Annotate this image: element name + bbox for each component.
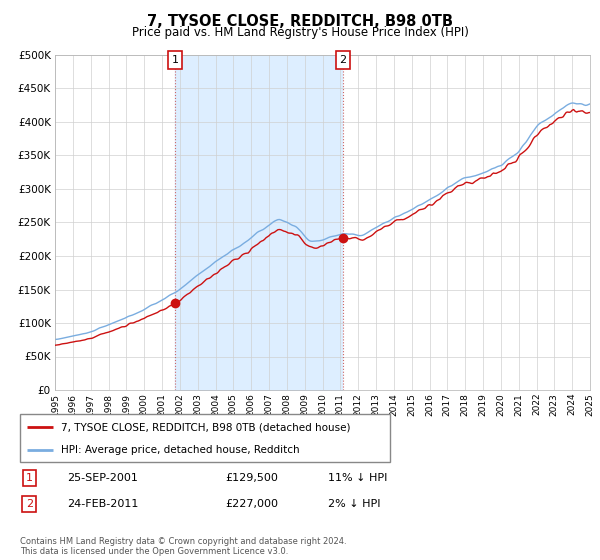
Text: 1: 1 [26,473,33,483]
FancyBboxPatch shape [20,414,390,462]
Text: 7, TYSOE CLOSE, REDDITCH, B98 0TB (detached house): 7, TYSOE CLOSE, REDDITCH, B98 0TB (detac… [61,422,350,432]
Text: 2% ↓ HPI: 2% ↓ HPI [328,499,380,509]
Text: £227,000: £227,000 [226,499,278,509]
Text: 7, TYSOE CLOSE, REDDITCH, B98 0TB: 7, TYSOE CLOSE, REDDITCH, B98 0TB [147,14,453,29]
Text: HPI: Average price, detached house, Redditch: HPI: Average price, detached house, Redd… [61,445,299,455]
Text: 24-FEB-2011: 24-FEB-2011 [67,499,138,509]
Text: 2: 2 [340,55,347,65]
Text: 25-SEP-2001: 25-SEP-2001 [67,473,137,483]
Text: Price paid vs. HM Land Registry's House Price Index (HPI): Price paid vs. HM Land Registry's House … [131,26,469,39]
Text: 11% ↓ HPI: 11% ↓ HPI [328,473,388,483]
Text: Contains HM Land Registry data © Crown copyright and database right 2024.
This d: Contains HM Land Registry data © Crown c… [20,536,347,556]
Text: 2: 2 [26,499,33,509]
Text: 1: 1 [172,55,179,65]
Text: £129,500: £129,500 [226,473,278,483]
